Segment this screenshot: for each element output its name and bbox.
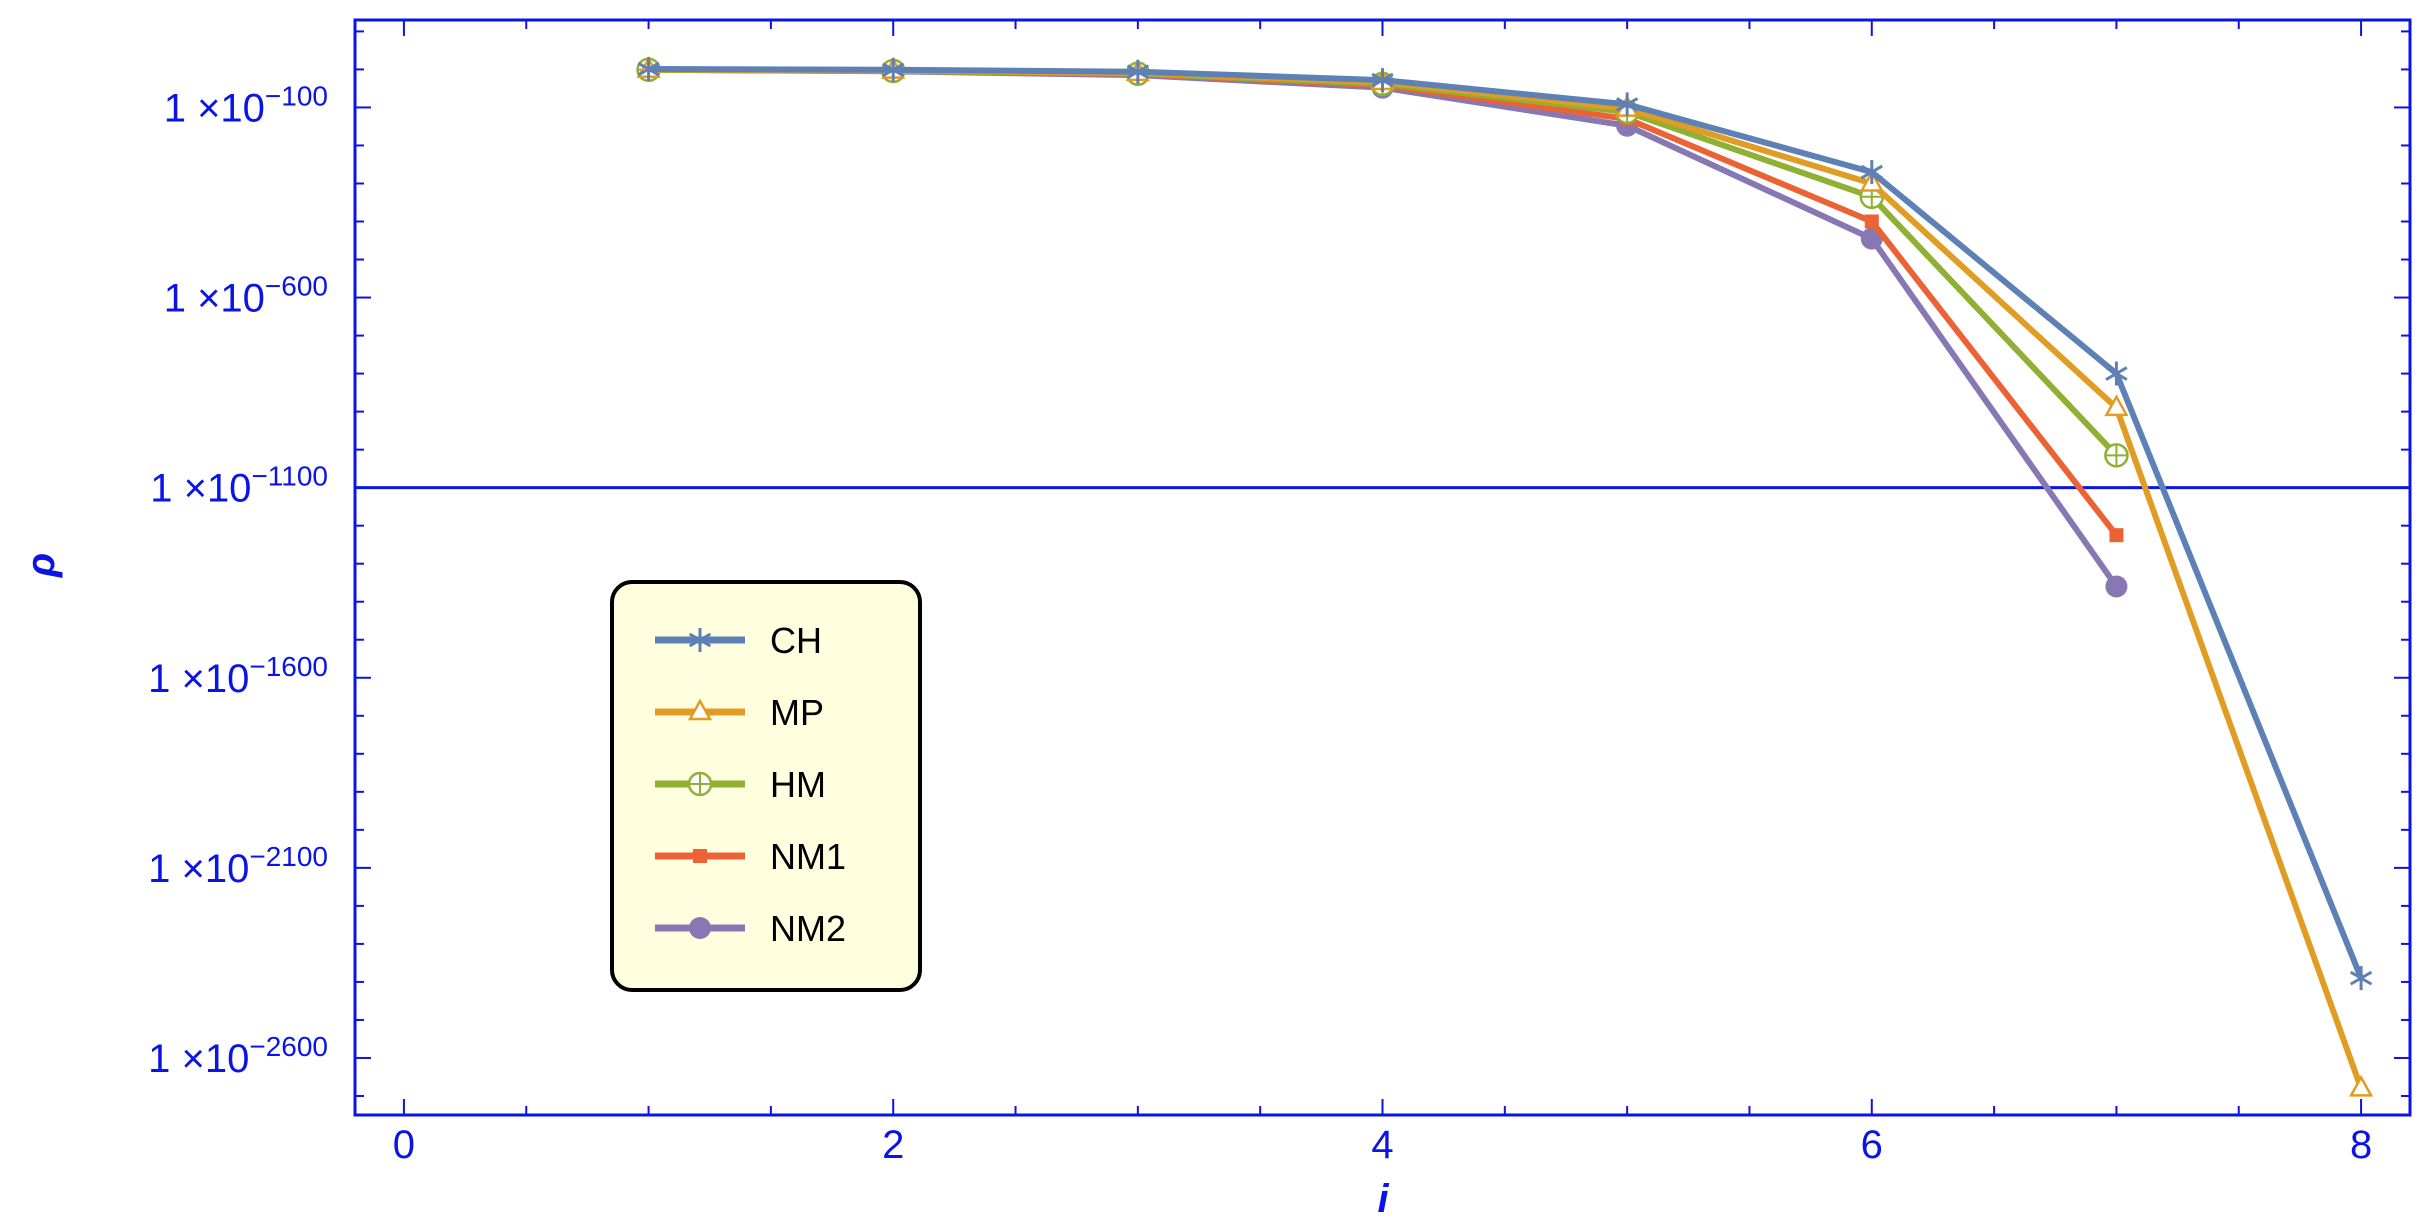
legend-item-ch: CH (655, 620, 822, 661)
data-point-hm (2104, 443, 2129, 468)
data-point-ch (882, 57, 905, 82)
tick-labels: 0 2 4 6 8 1 ×10−100 1 ×10−600 1 ×10−1100 1 ×10−1… (148, 80, 2372, 1167)
x-tick-label: 0 (393, 1123, 415, 1167)
data-point-ch (2349, 966, 2373, 991)
legend-label-nm2: NM2 (770, 908, 846, 949)
data-point-mp (2348, 1074, 2374, 1097)
data-point-ch (1860, 160, 1883, 185)
y-tick-label: 1 ×10−2100 (148, 841, 328, 891)
legend-box (610, 580, 922, 992)
data-point-ch (637, 57, 660, 82)
axis-ticks (355, 20, 2410, 1115)
legend: CH MP HM NM1 NM2 (610, 580, 922, 992)
data-point-mp (2104, 394, 2129, 417)
series-ch (637, 57, 2373, 991)
legend-label-ch: CH (770, 620, 822, 661)
series-line-nm1 (648, 66, 2119, 538)
x-axis-label: i (1377, 1177, 1389, 1221)
legend-label-nm1: NM1 (770, 836, 846, 877)
y-tick-label: 1 ×10−1100 (150, 461, 328, 511)
data-point-nm1 (2109, 528, 2124, 543)
x-tick-label: 8 (2350, 1123, 2372, 1167)
y-tick-label: 1 ×10−1600 (148, 651, 328, 701)
x-tick-label: 2 (882, 1123, 904, 1167)
y-axis-label: ρ (19, 553, 63, 578)
series-nm2 (637, 58, 2128, 598)
data-point-ch (1126, 59, 1149, 84)
legend-marker-mp (687, 698, 713, 721)
y-tick-label: 1 ×10−2600 (148, 1031, 328, 1081)
data-point-nm2 (2105, 575, 2128, 598)
series-line-nm2 (648, 66, 2119, 589)
legend-item-hm: HM (655, 764, 826, 805)
legend-label-mp: MP (770, 692, 824, 733)
legend-label-hm: HM (770, 764, 826, 805)
legend-item-nm2: NM2 (655, 908, 846, 949)
legend-item-mp: MP (655, 692, 824, 733)
series-nm1 (641, 62, 2124, 543)
data-point-ch (2105, 361, 2128, 386)
legend-items: CH MP HM NM1 NM2 (655, 620, 846, 949)
series-line-hm (648, 66, 2119, 458)
series-line-ch (648, 66, 2364, 980)
data-point-ch (1371, 68, 1394, 93)
x-tick-label: 4 (1371, 1123, 1393, 1167)
legend-marker-ch (688, 628, 712, 652)
legend-item-nm1: NM1 (655, 836, 846, 877)
legend-marker-nm1 (693, 849, 707, 863)
series-group (636, 56, 2374, 1097)
legend-marker-hm (687, 771, 713, 797)
y-tick-label: 1 ×10−100 (164, 80, 328, 130)
data-point-ch (1616, 92, 1639, 117)
x-tick-label: 6 (1861, 1123, 1883, 1167)
legend-marker-nm2 (689, 917, 711, 939)
data-point-nm1 (1864, 214, 1879, 229)
y-tick-label: 1 ×10−600 (164, 271, 328, 321)
